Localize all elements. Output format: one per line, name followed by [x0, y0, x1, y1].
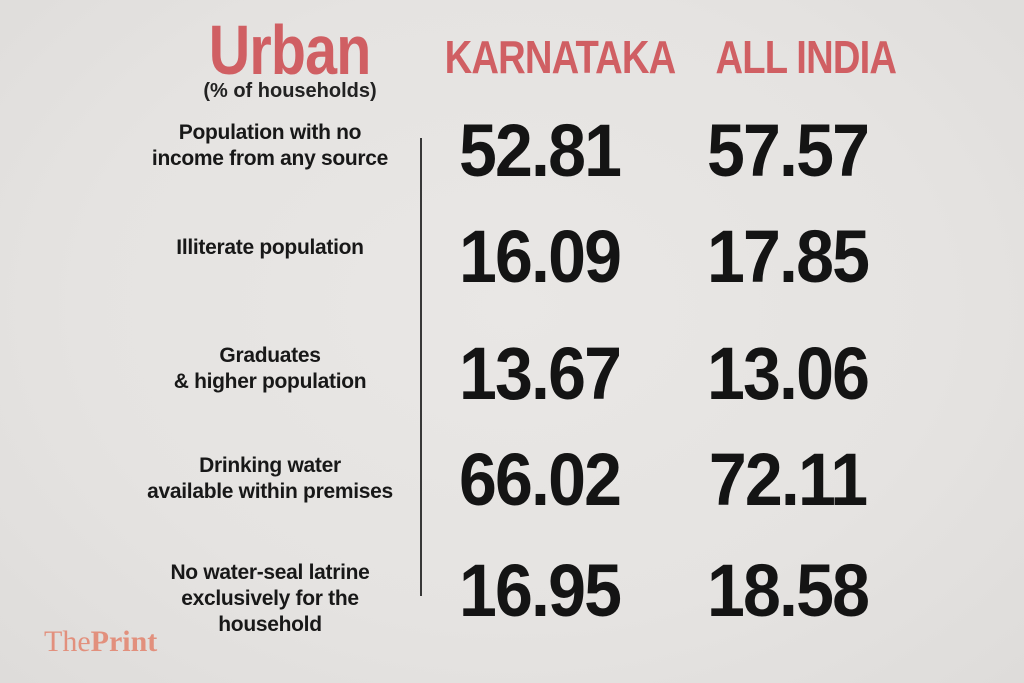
value-all-india-graduates: 13.06 — [673, 337, 903, 411]
row-label-line: Population with no — [178, 121, 362, 144]
logo-print: Print — [90, 625, 158, 658]
value-karnataka-no-income: 52.81 — [425, 114, 655, 188]
value-text: 16.09 — [459, 215, 622, 298]
row-label-illiterate: Illiterate population — [120, 235, 420, 261]
row-label-drinking-water: Drinking water available within premises — [120, 453, 420, 505]
value-all-india-no-income: 57.57 — [673, 114, 903, 188]
row-label-line: exclusively for the — [181, 587, 359, 610]
value-all-india-latrine: 18.58 — [673, 554, 903, 628]
value-text: 17.85 — [707, 215, 870, 298]
value-karnataka-latrine: 16.95 — [425, 554, 655, 628]
page-title: Urban — [120, 15, 460, 85]
row-label-line: Drinking water — [199, 454, 341, 477]
value-karnataka-illiterate: 16.09 — [425, 220, 655, 294]
value-text: 16.95 — [459, 549, 622, 632]
column-header-karnataka: KARNATAKA — [421, 34, 677, 80]
divider-line — [420, 138, 422, 596]
row-label-line: income from any source — [151, 147, 389, 170]
value-text: 66.02 — [459, 438, 622, 521]
row-label-line: No water-seal latrine — [170, 561, 370, 584]
page-title-text: Urban — [209, 11, 372, 89]
value-text: 13.67 — [459, 332, 622, 415]
row-label-line: Graduates — [219, 344, 321, 367]
value-text: 18.58 — [707, 549, 870, 632]
value-text: 52.81 — [459, 109, 622, 192]
row-label-latrine: No water-seal latrine exclusively for th… — [120, 560, 420, 638]
value-text: 13.06 — [707, 332, 870, 415]
row-label-graduates: Graduates & higher population — [120, 343, 420, 395]
row-label-line: available within premises — [147, 480, 393, 503]
value-all-india-illiterate: 17.85 — [673, 220, 903, 294]
value-karnataka-drinking-water: 66.02 — [425, 443, 655, 517]
column-header-all-india-text: ALL INDIA — [715, 31, 897, 83]
row-label-line: Illiterate population — [176, 236, 364, 259]
value-karnataka-graduates: 13.67 — [425, 337, 655, 411]
row-label-line: & higher population — [173, 370, 367, 393]
column-header-all-india: ALL INDIA — [681, 34, 931, 80]
value-all-india-drinking-water: 72.11 — [673, 443, 903, 517]
page-subtitle: (% of households) — [203, 80, 377, 102]
column-header-karnataka-text: KARNATAKA — [444, 31, 677, 83]
logo-the: The — [44, 625, 91, 658]
row-label-line: household — [218, 613, 322, 636]
row-label-no-income: Population with no income from any sourc… — [120, 120, 420, 172]
value-text: 57.57 — [707, 109, 870, 192]
value-text: 72.11 — [709, 438, 868, 521]
theprint-logo: ThePrint — [44, 627, 157, 657]
